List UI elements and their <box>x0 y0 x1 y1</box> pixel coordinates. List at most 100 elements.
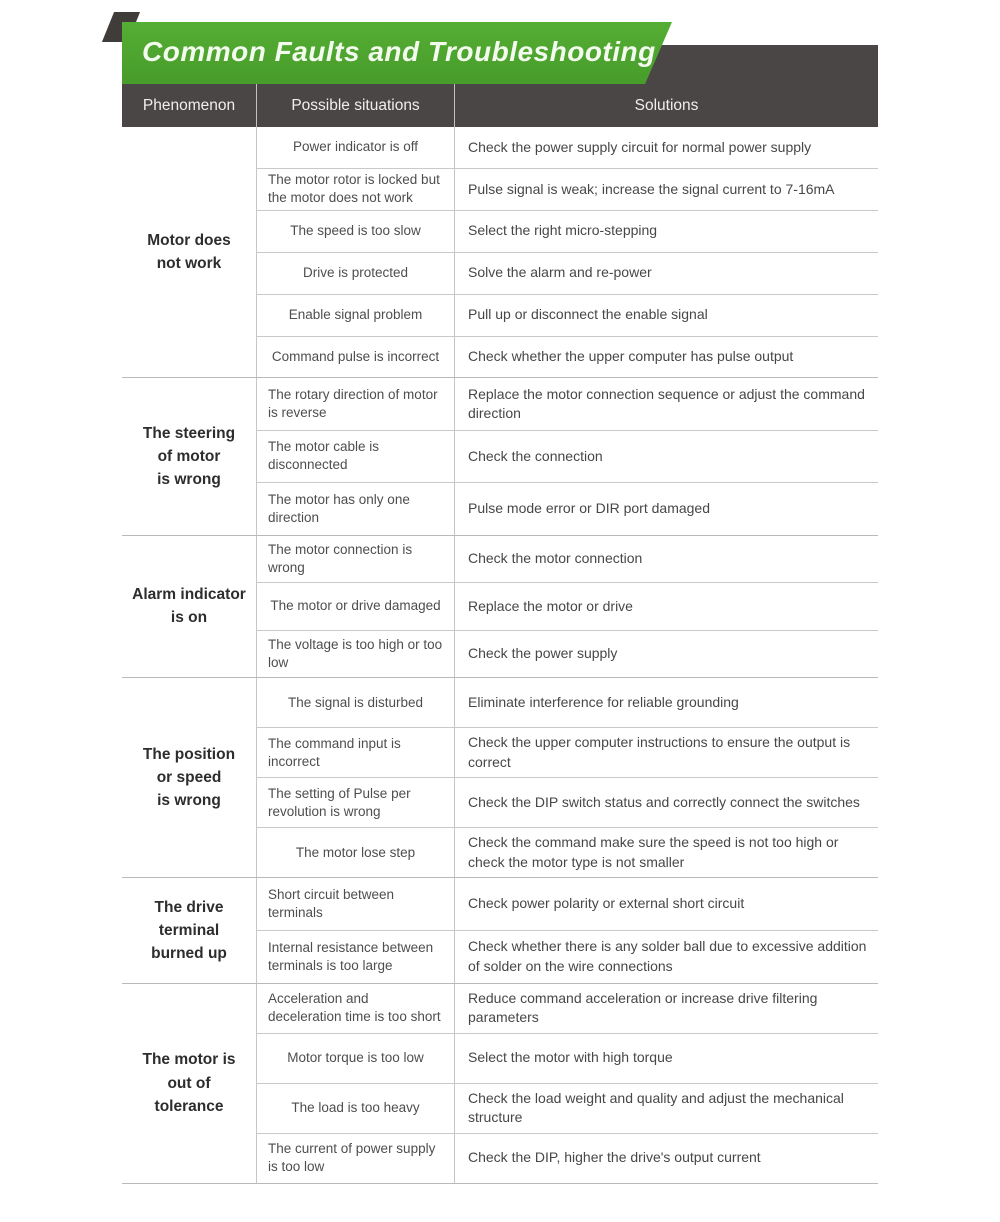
situation-cell: Internal resistance between terminals is… <box>257 931 455 983</box>
solution-cell: Select the motor with high torque <box>455 1034 878 1083</box>
situation-cell: The signal is disturbed <box>257 678 455 728</box>
situation-cell: The rotary direction of motor is reverse <box>257 378 455 430</box>
solution-text: Check the power supply circuit for norma… <box>468 138 812 155</box>
situation-text: The motor rotor is locked but the motor … <box>268 172 440 206</box>
situation-cell: Motor torque is too low <box>257 1033 455 1083</box>
situation-text: Acceleration and deceleration time is to… <box>268 991 441 1025</box>
table-row: The motor lose step Check the command ma… <box>257 827 878 878</box>
situation-cell: Acceleration and deceleration time is to… <box>257 983 455 1033</box>
solution-cell: Pull up or disconnect the enable signal <box>455 295 878 336</box>
situation-text: The speed is too slow <box>290 223 421 239</box>
table-row: Acceleration and deceleration time is to… <box>257 983 878 1033</box>
situation-cell: The command input is incorrect <box>257 728 455 778</box>
table-row: The command input is incorrect Check the… <box>257 727 878 778</box>
solution-text: Pulse signal is weak; increase the signa… <box>468 180 835 197</box>
solution-text: Check power polarity or external short c… <box>468 895 745 912</box>
phenomenon-cell: The drive terminal burned up <box>122 878 257 983</box>
group-rows: The signal is disturbed Eliminate interf… <box>257 678 878 878</box>
table-header-row: Phenomenon Possible situations Solutions <box>122 84 878 127</box>
solution-text: Solve the alarm and re-power <box>468 264 652 281</box>
table-row: The load is too heavy Check the load wei… <box>257 1082 878 1133</box>
situation-text: Power indicator is off <box>292 139 419 155</box>
solution-text: Select the motor with high torque <box>468 1049 673 1066</box>
solution-text: Check the load weight and quality and ad… <box>468 1089 844 1126</box>
situation-cell: Drive is protected <box>257 252 455 294</box>
group-rows: Acceleration and deceleration time is to… <box>257 983 878 1183</box>
table-row: The setting of Pulse per revolution is w… <box>257 777 878 828</box>
situation-text: The motor cable is disconnected <box>268 439 380 473</box>
situation-text: The motor has only one direction <box>268 491 410 525</box>
solution-cell: Reduce command acceleration or increase … <box>455 984 878 1033</box>
situation-text: The voltage is too high or too low <box>268 636 443 671</box>
solution-cell: Check the DIP switch status and correctl… <box>455 778 878 827</box>
phenomenon-cell: The position or speed is wrong <box>122 678 257 878</box>
table-row: Drive is protected Solve the alarm and r… <box>257 251 878 294</box>
column-header-phenomenon: Phenomenon <box>122 84 257 127</box>
solution-text: Check the command make sure the speed is… <box>468 834 839 870</box>
solution-cell: Replace the motor or drive <box>455 583 878 630</box>
solution-cell: Check the upper computer instructions to… <box>455 728 878 777</box>
page-title: Common Faults and Troubleshooting <box>142 36 656 67</box>
situation-cell: Command pulse is incorrect <box>257 336 455 378</box>
table-row: The motor connection is wrong Check the … <box>257 535 878 583</box>
situation-cell: The motor or drive damaged <box>257 583 455 630</box>
table-group-terminal-burned: The drive terminal burned up Short circu… <box>122 878 878 984</box>
situation-cell: Power indicator is off <box>257 127 455 168</box>
solution-text: Check the motor connection <box>468 550 643 567</box>
situation-cell: The motor rotor is locked but the motor … <box>257 168 455 210</box>
solution-text: Check the DIP switch status and correctl… <box>468 793 860 810</box>
group-rows: Short circuit between terminals Check po… <box>257 878 878 983</box>
table-row: The rotary direction of motor is reverse… <box>257 378 878 430</box>
solution-cell: Check whether the upper computer has pul… <box>455 337 878 378</box>
situation-cell: The speed is too slow <box>257 210 455 252</box>
situation-cell: The load is too heavy <box>257 1083 455 1133</box>
table-row: The motor cable is disconnected Check th… <box>257 429 878 483</box>
situation-cell: The current of power supply is too low <box>257 1133 455 1183</box>
table-row: The signal is disturbed Eliminate interf… <box>257 678 878 728</box>
solution-cell: Solve the alarm and re-power <box>455 253 878 294</box>
situation-text: Motor torque is too low <box>287 1050 424 1066</box>
solution-text: Pulse mode error or DIR port damaged <box>468 500 710 517</box>
situation-text: The current of power supply is too low <box>268 1140 436 1175</box>
solution-cell: Replace the motor connection sequence or… <box>455 378 878 429</box>
column-header-solutions: Solutions <box>634 96 699 114</box>
situation-text: The setting of Pulse per revolution is w… <box>268 785 411 819</box>
group-rows: The rotary direction of motor is reverse… <box>257 378 878 535</box>
situation-text: The command input is incorrect <box>268 735 401 769</box>
solution-cell: Check the load weight and quality and ad… <box>455 1084 878 1133</box>
phenomenon-cell: Motor does not work <box>122 127 257 378</box>
table-row: The voltage is too high or too low Check… <box>257 629 878 678</box>
table-row: The motor or drive damaged Replace the m… <box>257 582 878 630</box>
solution-text: Pull up or disconnect the enable signal <box>468 306 708 323</box>
solution-cell: Check the motor connection <box>455 536 878 583</box>
table-row: Command pulse is incorrect Check whether… <box>257 335 878 378</box>
table-group-position-speed-wrong: The position or speed is wrong The signa… <box>122 678 878 879</box>
situation-text: Enable signal problem <box>288 306 423 322</box>
situation-cell: Enable signal problem <box>257 294 455 336</box>
solution-text: Replace the motor connection sequence or… <box>468 385 865 422</box>
table-group-steering-wrong: The steering of motor is wrong The rotar… <box>122 378 878 536</box>
table-group-alarm-indicator-on: Alarm indicator is on The motor connecti… <box>122 535 878 679</box>
column-header-possible-situations: Possible situations <box>257 84 455 127</box>
solution-cell: Select the right micro-stepping <box>455 211 878 252</box>
table-row: Power indicator is off Check the power s… <box>257 127 878 168</box>
table-row: The motor has only one direction Pulse m… <box>257 482 878 535</box>
situation-cell: The motor has only one direction <box>257 483 455 535</box>
solution-cell: Check the connection <box>455 431 878 482</box>
situation-cell: Short circuit between terminals <box>257 878 455 930</box>
situation-text: Drive is protected <box>302 265 409 281</box>
solution-cell: Check the command make sure the speed is… <box>455 828 878 877</box>
solution-cell: Check power polarity or external short c… <box>455 878 878 930</box>
situation-text: The motor connection is wrong <box>268 541 413 575</box>
solution-cell: Check whether there is any solder ball d… <box>455 931 878 983</box>
solution-text: Check the power supply <box>468 645 618 662</box>
solution-text: Replace the motor or drive <box>468 597 633 614</box>
group-rows: The motor connection is wrong Check the … <box>257 535 878 678</box>
table-row: The current of power supply is too low C… <box>257 1132 878 1183</box>
solution-cell: Check the power supply circuit for norma… <box>455 127 878 168</box>
solution-text: Eliminate interference for reliable grou… <box>468 694 739 711</box>
table-group-motor-does-not-work: Motor does not work Power indicator is o… <box>122 127 878 379</box>
situation-cell: The setting of Pulse per revolution is w… <box>257 778 455 828</box>
table-row: Motor torque is too low Select the motor… <box>257 1032 878 1083</box>
page-banner: Common Faults and Troubleshooting <box>101 12 878 84</box>
